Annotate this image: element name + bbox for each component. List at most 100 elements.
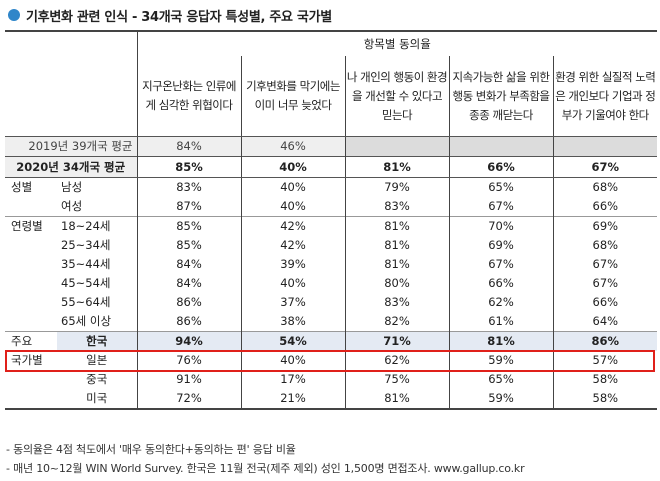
group-label: 주요	[5, 331, 57, 351]
row-label: 여성	[61, 199, 83, 213]
page-title: 기후변화 관련 인식 - 34개국 응답자 특성별, 주요 국가별	[8, 5, 332, 25]
cell: 86%	[136, 293, 241, 312]
cell: 83%	[344, 293, 449, 312]
cell: 40%	[240, 274, 345, 293]
table-row: 2020년 34개국 평균 85% 40% 81% 66% 67%	[5, 156, 658, 178]
cell: 70%	[448, 216, 553, 236]
cell: 62%	[448, 293, 553, 312]
question-header: 기후변화를 막기에는 이미 너무 늦었다	[240, 56, 345, 137]
question-header: 나 개인의 행동이 환경을 개선할 수 있다고 믿는다	[344, 56, 449, 137]
group-label: 성별	[11, 180, 33, 194]
cell: 66%	[552, 293, 658, 312]
cell: 81%	[344, 216, 449, 236]
cell: 85%	[136, 216, 241, 236]
table-row: 미국 72% 21% 81% 59% 58%	[5, 389, 658, 410]
cell: 67%	[448, 197, 553, 217]
table-row: 65세 이상 86% 38% 82% 61% 64%	[5, 312, 658, 332]
cell: 85%	[136, 156, 241, 178]
cell: 83%	[344, 197, 449, 217]
cell: 67%	[552, 156, 658, 178]
cell: 66%	[448, 156, 553, 178]
cell: 69%	[448, 236, 553, 255]
cell: 79%	[344, 177, 449, 197]
table-row: 중국 91% 17% 75% 65% 58%	[5, 370, 658, 389]
table-row: 55~64세 86% 37% 83% 62% 66%	[5, 293, 658, 312]
row-label: 한국	[57, 331, 137, 351]
row-label: 2020년 34개국 평균	[5, 156, 137, 178]
cell: 61%	[448, 312, 553, 332]
cell: 58%	[552, 370, 658, 389]
cell: 58%	[552, 389, 658, 410]
cell: 67%	[552, 274, 658, 293]
cell: 86%	[552, 331, 658, 351]
cell: 69%	[552, 216, 658, 236]
footnotes: - 동의율은 4점 척도에서 '매우 동의한다+동의하는 편' 응답 비율 - …	[6, 440, 525, 478]
row-label: 65세 이상	[61, 314, 112, 328]
cell: 66%	[552, 197, 658, 217]
cell: 81%	[344, 156, 449, 178]
cell: 87%	[136, 197, 241, 217]
row-label: 중국	[86, 372, 108, 386]
cell: 54%	[240, 331, 345, 351]
footnote: - 동의율은 4점 척도에서 '매우 동의한다+동의하는 편' 응답 비율	[6, 443, 296, 456]
cell: 17%	[240, 370, 345, 389]
cell: 40%	[240, 156, 345, 178]
table-row-highlighted: 주요 한국 94% 54% 71% 81% 86%	[5, 331, 658, 351]
cell: 66%	[448, 274, 553, 293]
cell: 59%	[448, 389, 553, 410]
table-row: 25~34세 85% 42% 81% 69% 68%	[5, 236, 658, 255]
cell: 42%	[240, 216, 345, 236]
row-label: 2019년 39개국 평균	[5, 136, 137, 157]
cell: 21%	[240, 389, 345, 410]
cell: 82%	[344, 312, 449, 332]
row-label: 일본	[86, 353, 108, 367]
cell: 86%	[136, 312, 241, 332]
question-header: 지속가능한 삶을 위한 행동 변화가 부족함을 종종 깨닫는다	[448, 56, 553, 137]
row-label: 미국	[57, 389, 137, 410]
cell: 81%	[344, 255, 449, 274]
cell: 94%	[136, 331, 241, 351]
cell: 72%	[136, 389, 241, 410]
cell: 42%	[240, 236, 345, 255]
table-row: 국가별 일본 76% 40% 62% 59% 57%	[5, 351, 658, 370]
cell: 84%	[136, 136, 241, 157]
row-label: 25~34세	[61, 238, 111, 252]
cell: 40%	[240, 197, 345, 217]
cell: 84%	[136, 274, 241, 293]
table-row: 성별 남성 83% 40% 79% 65% 68%	[5, 177, 658, 197]
group-label: 국가별	[11, 353, 43, 367]
cell: 68%	[552, 177, 658, 197]
table-row: 2019년 39개국 평균 84% 46%	[5, 136, 658, 157]
empty-cell	[344, 136, 449, 157]
row-label: 남성	[61, 180, 83, 194]
cell: 40%	[240, 351, 345, 370]
cell: 84%	[136, 255, 241, 274]
row-label: 45~54세	[61, 276, 111, 290]
row-label: 18~24세	[57, 216, 137, 236]
cell: 67%	[552, 255, 658, 274]
survey-table: 항목별 동의율 지구온난화는 인류에게 심각한 위협이다 기후변화를 막기에는 …	[5, 30, 658, 410]
cell: 68%	[552, 236, 658, 255]
cell: 40%	[240, 177, 345, 197]
cell: 65%	[448, 177, 553, 197]
cell: 75%	[344, 370, 449, 389]
table-row: 여성 87% 40% 83% 67% 66%	[5, 197, 658, 217]
bullet-dot-icon	[8, 9, 20, 21]
cell: 57%	[552, 351, 658, 370]
cell: 83%	[136, 177, 241, 197]
cell: 37%	[240, 293, 345, 312]
group-label: 연령별	[5, 216, 57, 236]
cell: 76%	[136, 351, 241, 370]
table-row: 연령별 18~24세 85% 42% 81% 70% 69%	[5, 216, 658, 236]
cell: 62%	[344, 351, 449, 370]
question-header: 환경 위한 실질적 노력은 개인보다 기업과 정부가 기울여야 한다	[552, 56, 658, 137]
cell: 38%	[240, 312, 345, 332]
cell: 71%	[344, 331, 449, 351]
cell: 67%	[448, 255, 553, 274]
cell: 81%	[344, 236, 449, 255]
cell: 65%	[448, 370, 553, 389]
question-header: 지구온난화는 인류에게 심각한 위협이다	[136, 56, 241, 137]
group-header: 항목별 동의율	[136, 30, 658, 56]
title-text: 기후변화 관련 인식 - 34개국 응답자 특성별, 주요 국가별	[26, 9, 332, 25]
cell: 81%	[448, 331, 553, 351]
